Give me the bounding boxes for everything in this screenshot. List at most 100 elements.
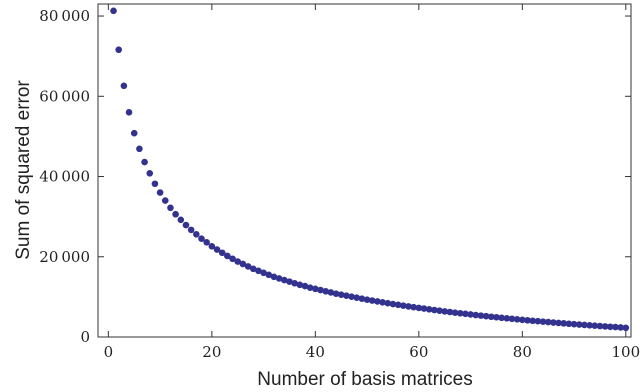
data-point: [570, 320, 578, 328]
data-point: [462, 310, 469, 318]
data-point: [467, 311, 474, 318]
data-point: [389, 300, 397, 308]
y-tick-labels: 0 20 000 40 000 60 000 80 000: [39, 7, 90, 346]
data-point: [519, 316, 526, 324]
data-point: [120, 82, 128, 90]
data-point: [312, 285, 319, 293]
data-point: [296, 281, 304, 289]
data-point: [255, 267, 262, 275]
data-point: [431, 306, 438, 314]
data-point: [379, 299, 386, 306]
data-point: [280, 276, 288, 284]
data-point: [125, 109, 133, 116]
data-point: [286, 278, 293, 285]
data-point: [332, 290, 340, 297]
data-point: [420, 305, 428, 312]
data-point: [487, 313, 495, 321]
y-axis-label: Sum of squared error: [13, 80, 34, 260]
data-point: [265, 271, 273, 279]
data-point: [539, 318, 547, 325]
data-point: [555, 319, 562, 327]
data-point: [575, 321, 583, 328]
data-point: [156, 189, 164, 196]
data-point: [560, 320, 568, 327]
axis-ticks: [98, 4, 631, 338]
data-point: [322, 287, 329, 295]
data-point: [586, 322, 593, 329]
data-point: [513, 316, 521, 323]
x-tick-label: 0: [104, 343, 114, 361]
data-point: [130, 129, 138, 137]
data-point: [172, 210, 179, 218]
data-point: [193, 230, 200, 238]
data-point: [565, 320, 573, 328]
data-point: [348, 293, 355, 300]
data-point: [167, 204, 174, 212]
data-point: [617, 324, 624, 331]
data-point: [244, 263, 252, 270]
data-point: [405, 303, 412, 310]
y-tick-label: 60 000: [39, 87, 90, 105]
data-point: [161, 197, 169, 204]
data-point: [151, 180, 159, 188]
x-tick-label: 100: [612, 343, 640, 361]
data-point: [550, 319, 557, 326]
x-tick-label: 20: [202, 343, 221, 361]
data-point: [384, 299, 392, 307]
y-tick-label: 40 000: [39, 168, 90, 186]
data-point: [368, 297, 376, 304]
plot-frame: [97, 3, 632, 338]
data-point: [110, 7, 117, 15]
data-point: [234, 258, 242, 265]
data-point: [182, 221, 190, 229]
y-tick-label: 20 000: [39, 248, 90, 266]
data-point: [136, 145, 143, 153]
data-point: [544, 318, 552, 326]
data-point: [534, 317, 542, 325]
y-tick-label: 80 000: [39, 7, 90, 25]
data-point: [301, 282, 309, 290]
data-point: [260, 269, 267, 277]
data-point: [343, 292, 350, 299]
data-points: [110, 7, 630, 332]
y-tick-label: 0: [80, 328, 90, 346]
data-point: [177, 216, 185, 224]
data-point: [508, 315, 516, 323]
data-point: [363, 296, 371, 303]
x-tick-labels: 0 20 40 60 80 100: [104, 343, 640, 361]
data-point: [477, 312, 485, 319]
x-tick-label: 40: [306, 343, 325, 361]
data-point: [306, 284, 314, 291]
data-point: [482, 312, 490, 320]
data-point: [239, 260, 247, 268]
data-point: [270, 273, 278, 281]
data-point: [275, 275, 283, 282]
data-point: [327, 289, 335, 296]
data-point: [224, 252, 231, 260]
data-point: [451, 309, 459, 316]
data-point: [591, 322, 599, 329]
data-point: [317, 286, 324, 294]
x-tick-label: 80: [513, 343, 532, 361]
data-point: [503, 315, 511, 322]
data-point: [249, 265, 257, 273]
data-point: [213, 246, 221, 253]
data-point: [291, 279, 298, 287]
data-point: [203, 239, 210, 246]
data-point: [410, 303, 417, 311]
data-point: [622, 324, 630, 332]
data-point: [146, 170, 154, 177]
data-point: [581, 321, 588, 329]
data-point: [218, 249, 226, 257]
data-point: [441, 308, 449, 315]
data-point: [415, 304, 423, 312]
data-point: [394, 301, 402, 309]
data-point: [436, 307, 443, 314]
data-point: [596, 322, 604, 330]
data-point: [498, 314, 505, 322]
data-point: [612, 323, 619, 331]
data-point: [198, 235, 205, 243]
data-point: [607, 323, 614, 331]
data-point: [141, 158, 148, 166]
